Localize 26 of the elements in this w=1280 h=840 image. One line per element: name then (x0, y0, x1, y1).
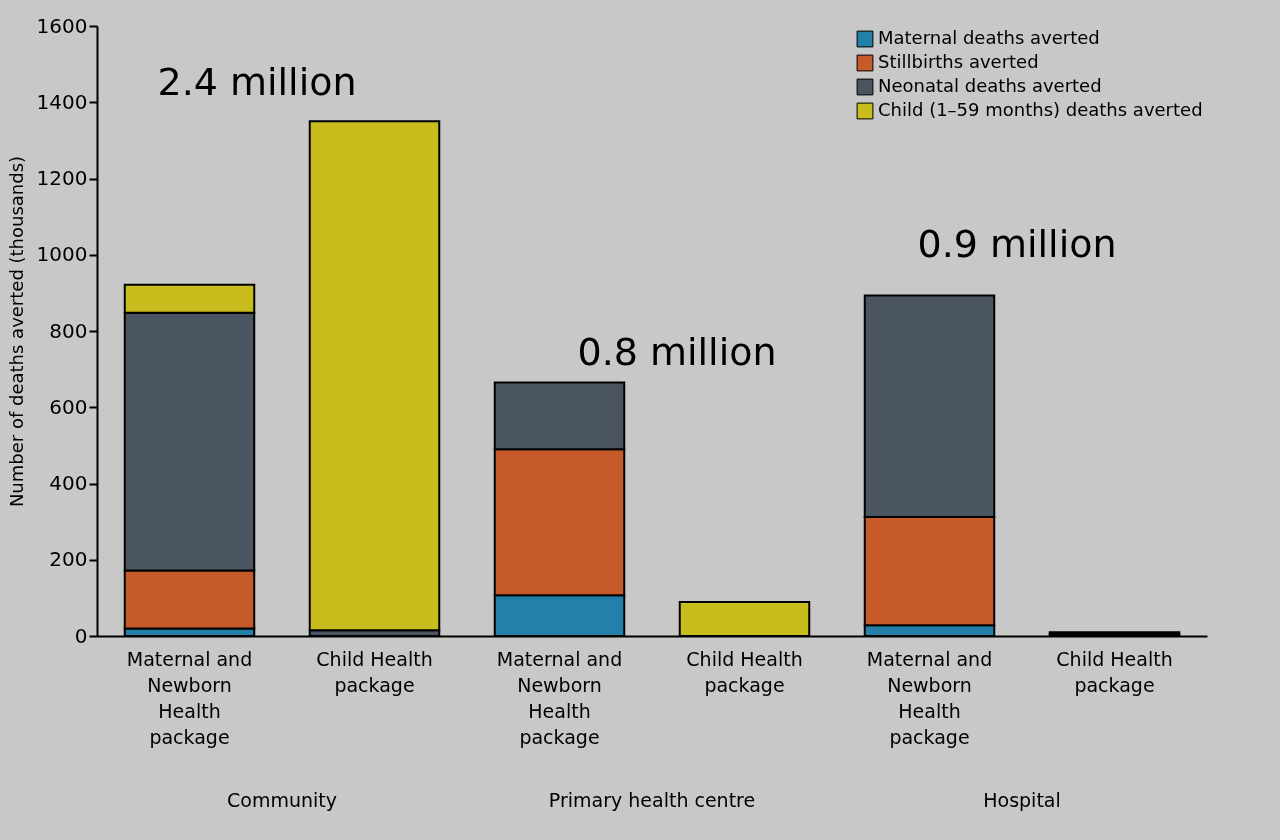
x-tick-label: Child Health package (1056, 647, 1173, 696)
y-tick-label: 600 (49, 394, 88, 419)
annotation: 0.9 million (917, 222, 1117, 266)
text: Community (227, 789, 337, 811)
legend-label: Child (1–59 months) deaths averted (878, 99, 1203, 120)
y-tick-label: 200 (49, 547, 88, 572)
y-tick-label: 0 (74, 623, 88, 648)
text: Hospital (983, 789, 1061, 811)
legend-label: Neonatal deaths averted (878, 75, 1102, 96)
text: Primary health centre (548, 789, 756, 811)
annotation: 0.8 million (577, 330, 777, 374)
legend-label: Maternal deaths averted (878, 27, 1100, 48)
annotation: 2.4 million (157, 60, 357, 104)
x-tick-label: Maternal and Newborn Health package (496, 647, 623, 748)
x-tick-label: Maternal and Newborn Health package (126, 647, 253, 748)
y-tick-label: 1400 (36, 89, 88, 114)
x-tick-label: Child Health package (316, 647, 433, 696)
legend-label: Stillbirths averted (878, 51, 1039, 72)
x-tick-label: Child Health package (686, 647, 803, 696)
y-tick-label: 1200 (36, 166, 88, 190)
x-tick-label: Maternal and Newborn Health package (866, 647, 993, 748)
y-tick-label: 400 (49, 471, 88, 495)
y-tick-label: 800 (49, 318, 88, 343)
y-tick-label: 1000 (36, 242, 88, 267)
y-axis-title: Number of deaths averted (thousands) (5, 155, 27, 508)
y-tick-label: 1600 (36, 13, 88, 38)
